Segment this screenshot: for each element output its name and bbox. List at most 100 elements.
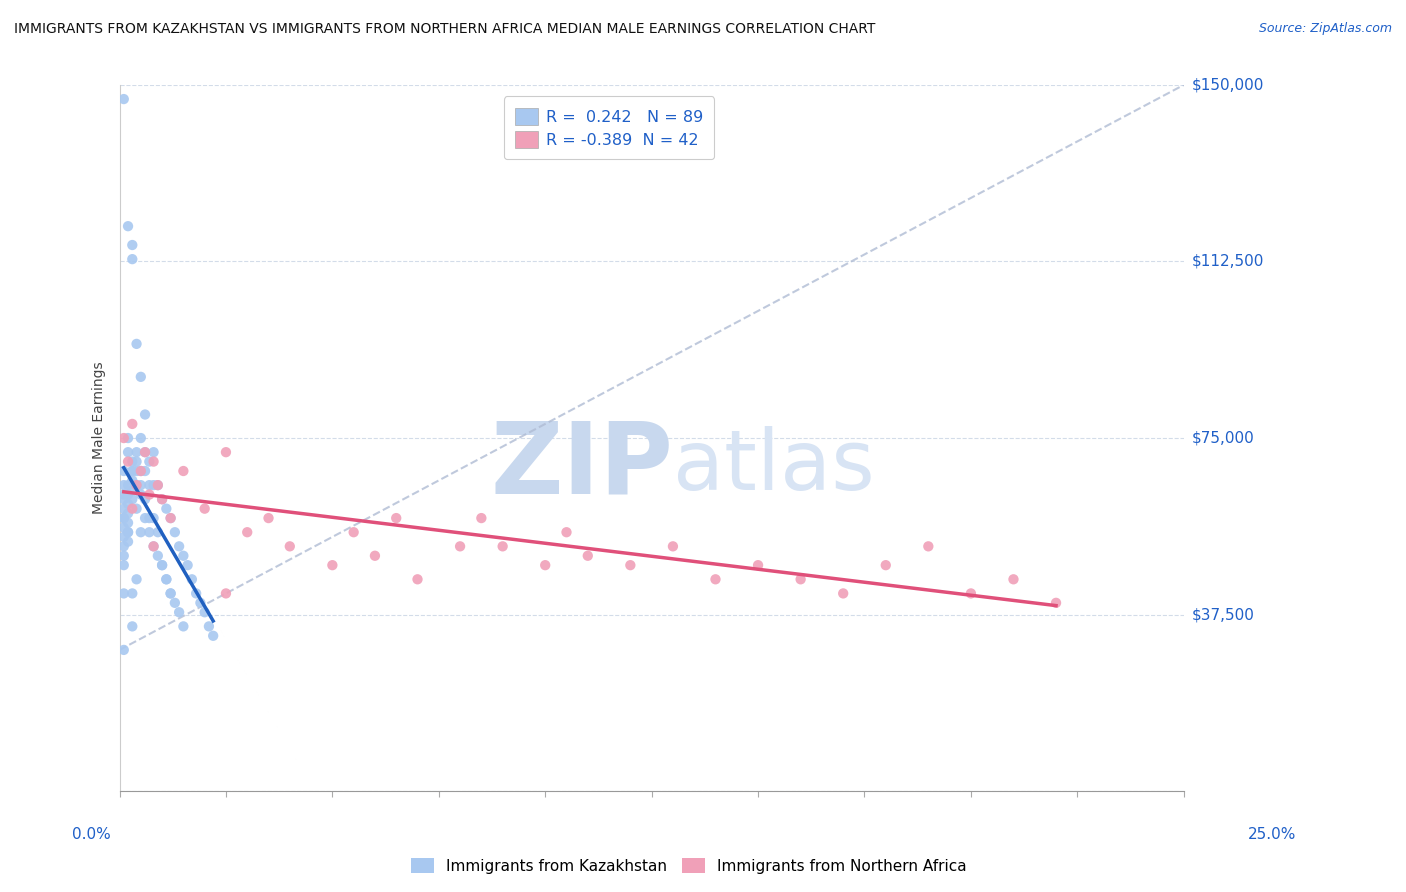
Point (747, 558, 769, 573)
Point (1045, 596, 1067, 610)
Point (121, 454, 143, 468)
Point (146, 478, 169, 492)
Point (121, 464, 143, 478)
Point (150, 492, 173, 507)
Point (142, 445, 165, 459)
Point (117, 525, 139, 540)
Point (129, 431, 152, 445)
Point (159, 511, 181, 525)
Point (576, 549, 599, 563)
Point (960, 586, 983, 600)
Point (112, 558, 135, 573)
Point (112, 511, 135, 525)
Point (121, 586, 143, 600)
Point (150, 558, 173, 573)
Point (150, 558, 173, 573)
Text: 0.0%: 0.0% (72, 827, 111, 841)
Point (112, 492, 135, 507)
Point (129, 464, 152, 478)
Legend: R =  0.242   N = 89, R = -0.389  N = 42: R = 0.242 N = 89, R = -0.389 N = 42 (505, 96, 714, 160)
Point (142, 454, 165, 468)
Point (112, 464, 135, 478)
Point (134, 445, 156, 459)
Point (112, 92, 135, 106)
Point (406, 572, 429, 586)
Point (134, 511, 156, 525)
Point (236, 525, 259, 540)
Point (190, 596, 212, 610)
Text: Source: ZipAtlas.com: Source: ZipAtlas.com (1258, 22, 1392, 36)
Point (138, 454, 160, 468)
Point (257, 511, 280, 525)
Point (134, 464, 156, 478)
Point (167, 539, 190, 553)
Point (215, 445, 238, 459)
Point (146, 525, 169, 540)
Point (186, 586, 208, 600)
Point (134, 445, 156, 459)
Point (142, 539, 165, 553)
Text: $150,000: $150,000 (1192, 78, 1264, 93)
Point (121, 619, 143, 633)
Point (492, 539, 515, 553)
Point (142, 478, 165, 492)
Point (112, 549, 135, 563)
Point (112, 431, 135, 445)
Point (117, 487, 139, 501)
Point (142, 511, 165, 525)
Point (1002, 572, 1025, 586)
Point (662, 539, 685, 553)
Point (129, 478, 152, 492)
Point (555, 525, 578, 540)
Point (112, 520, 135, 534)
Point (875, 558, 897, 573)
Point (117, 445, 139, 459)
Point (150, 492, 173, 507)
Point (146, 478, 169, 492)
Point (172, 549, 194, 563)
Point (470, 511, 492, 525)
Point (202, 629, 225, 643)
Point (112, 539, 135, 553)
Point (159, 586, 181, 600)
Point (121, 464, 143, 478)
Point (117, 454, 139, 468)
Point (534, 558, 557, 573)
Point (134, 492, 156, 507)
Point (364, 549, 387, 563)
Point (832, 586, 855, 600)
Point (163, 596, 186, 610)
Point (449, 539, 471, 553)
Point (278, 539, 301, 553)
Y-axis label: Median Male Earnings: Median Male Earnings (93, 362, 107, 515)
Point (125, 445, 148, 459)
Point (159, 511, 181, 525)
Point (155, 572, 177, 586)
Point (121, 492, 143, 507)
Point (117, 507, 139, 521)
Point (198, 619, 221, 633)
Point (194, 501, 217, 516)
Point (129, 487, 152, 501)
Point (138, 511, 160, 525)
Point (117, 525, 139, 540)
Point (704, 572, 727, 586)
Point (112, 586, 135, 600)
Point (125, 454, 148, 468)
Point (172, 619, 194, 633)
Text: atlas: atlas (673, 425, 875, 507)
Point (117, 497, 139, 511)
Point (215, 586, 238, 600)
Point (117, 516, 139, 530)
Point (129, 369, 152, 384)
Point (321, 558, 343, 573)
Point (125, 572, 148, 586)
Point (163, 525, 186, 540)
Point (155, 501, 177, 516)
Text: IMMIGRANTS FROM KAZAKHSTAN VS IMMIGRANTS FROM NORTHERN AFRICA MEDIAN MALE EARNIN: IMMIGRANTS FROM KAZAKHSTAN VS IMMIGRANTS… (14, 22, 876, 37)
Point (117, 478, 139, 492)
Text: ZIP: ZIP (491, 417, 673, 515)
Point (129, 525, 152, 540)
Point (789, 572, 811, 586)
Point (146, 549, 169, 563)
